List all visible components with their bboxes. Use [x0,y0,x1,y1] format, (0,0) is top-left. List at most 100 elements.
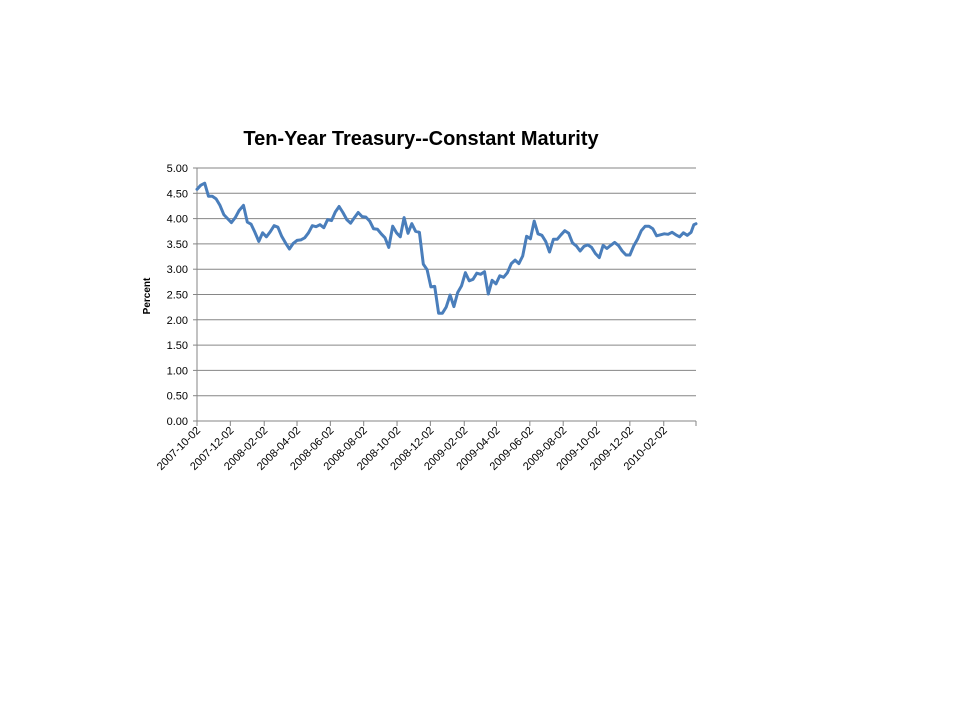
data-point [326,218,329,221]
data-point [613,241,616,244]
data-point [334,210,337,214]
y-tick-label: 1.00 [167,365,188,377]
data-point [471,278,475,281]
y-axis-label: Percent [142,277,153,314]
data-point [594,252,597,255]
data-point [387,246,390,249]
data-point [624,253,628,257]
chart-title: Ten-Year Treasury--Constant Maturity [243,128,599,150]
data-point [234,216,237,219]
data-point [376,228,379,231]
data-point [395,231,398,234]
data-point [284,241,287,245]
data-point [452,305,456,308]
data-point [694,222,698,225]
gridlines [197,167,696,397]
data-point [663,232,666,235]
data-point [582,245,586,248]
data-point [567,232,570,235]
data-point [299,238,302,242]
data-point [510,262,513,265]
data-point [292,242,295,245]
data-point [571,241,574,245]
data-point [349,222,352,225]
data-point [199,184,202,187]
data-point [575,244,578,248]
data-point [548,250,551,254]
data-point [559,233,563,236]
data-point [544,240,547,243]
data-point [686,234,689,237]
data-point [314,225,318,228]
data-point [533,219,536,223]
data-point [429,285,433,289]
axes [193,167,697,426]
data-point [422,262,425,266]
data-point [540,234,544,237]
data-point [237,209,241,212]
data-point [445,305,448,309]
data-point [487,292,490,296]
data-point [261,231,264,234]
data-point [651,227,654,230]
data-point [303,236,306,239]
data-point [556,238,559,241]
data-point [513,258,517,262]
data-point [448,293,452,297]
data-point [265,235,268,238]
data-point [249,223,253,226]
data-point [222,213,225,216]
data-point [195,188,199,191]
data-point [563,229,566,232]
y-tick-label: 3.00 [167,264,188,276]
data-point [242,204,245,207]
data-point [479,273,482,276]
data-point [330,219,333,222]
data-point [468,279,471,282]
data-point [670,231,674,234]
data-point [207,195,210,198]
data-point [253,231,257,234]
data-point [311,224,314,227]
data-point [276,226,280,229]
data-point [456,291,459,294]
data-point [372,227,375,230]
y-tick-label: 0.50 [167,391,188,403]
y-tick-label: 0.00 [167,416,188,428]
data-point [380,232,383,235]
data-point [460,284,463,288]
data-point [441,312,444,315]
y-tick-label: 5.00 [167,163,188,175]
data-point [644,225,647,228]
data-point [230,221,233,224]
data-point [433,285,436,288]
data-point [402,216,406,219]
data-point [521,254,524,258]
data-point [578,249,582,253]
x-tick-labels: 2007-10-022007-12-022008-02-022008-04-02… [155,425,670,473]
data-point [678,235,681,238]
y-tick-label: 3.50 [167,239,188,251]
data-point [307,231,310,234]
data-point [437,312,440,315]
data-point [621,249,624,253]
data-point [586,243,589,247]
data-point [464,271,467,274]
data-point [218,204,222,207]
data-point [368,219,371,223]
data-point [525,235,528,238]
data-point [490,279,494,282]
data-point [364,215,368,219]
data-point [617,244,620,247]
data-point [682,231,685,234]
data-point [517,262,521,265]
y-tick-labels: 0.00 0.50 1.00 1.50 2.00 2.50 3.00 3.50 4.00 4.50… [167,163,188,428]
y-tick-label: 4.50 [167,188,188,200]
data-point [536,232,540,235]
y-tick-label: 2.50 [167,290,188,302]
data-point [598,256,601,259]
data-point [632,244,635,248]
data-point [498,274,501,277]
data-point [506,271,509,274]
